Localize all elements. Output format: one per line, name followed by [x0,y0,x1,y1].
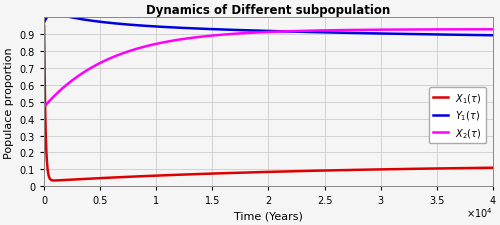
Text: $\times10^4$: $\times10^4$ [466,205,493,219]
Title: Dynamics of Different subpopulation: Dynamics of Different subpopulation [146,4,390,17]
X-axis label: Time (Years): Time (Years) [234,211,303,221]
Legend: $X_1(\tau)$, $Y_1(\tau)$, $X_2(\tau)$: $X_1(\tau)$, $Y_1(\tau)$, $X_2(\tau)$ [429,88,486,144]
Y-axis label: Populace proportion: Populace proportion [4,47,14,158]
